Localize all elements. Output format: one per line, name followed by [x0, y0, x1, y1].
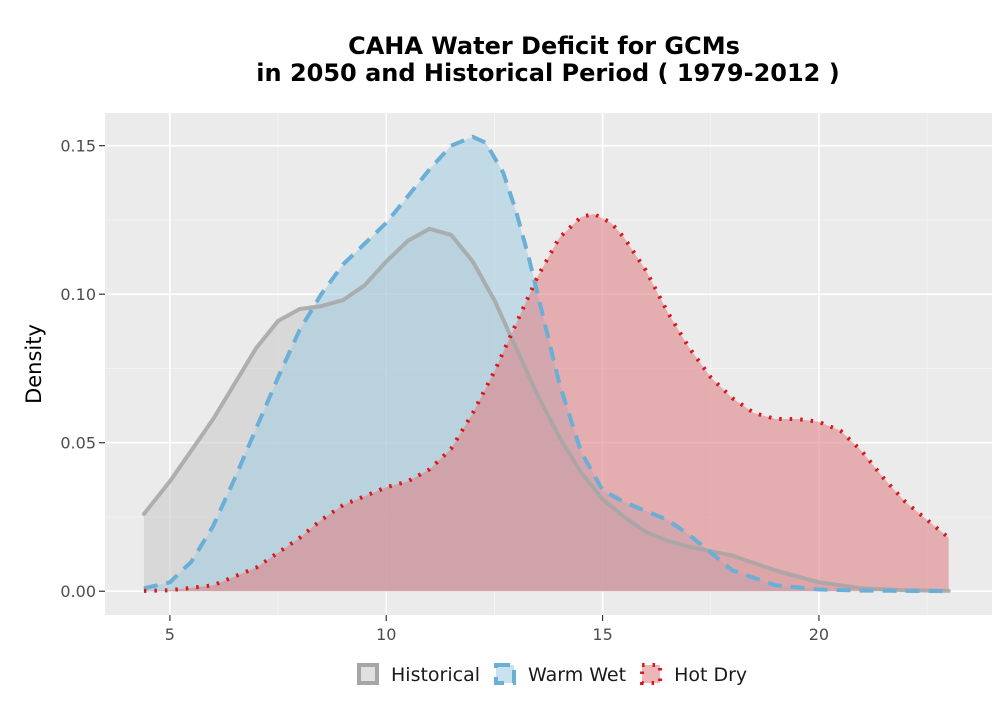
legend-item-warm-wet: Warm Wet	[494, 663, 626, 686]
area-hot-dry	[143, 214, 949, 592]
x-tick-label: 20	[809, 625, 829, 644]
legend-key-warm-wet	[494, 663, 516, 685]
legend-key-historical	[357, 663, 379, 685]
line-warm-wet	[143, 134, 949, 594]
line-hot-dry	[143, 212, 950, 593]
legend: Historical Warm Wet Hot Dry	[357, 663, 747, 686]
y-tick-label: 0.15	[60, 137, 96, 156]
line-historical	[141, 226, 951, 593]
x-tick-label: 10	[376, 625, 396, 644]
legend-label-historical: Historical	[391, 664, 480, 686]
legend-label-warm-wet: Warm Wet	[528, 664, 626, 686]
x-axis-ticks: 5 10 15 20	[165, 615, 829, 644]
y-tick-label: 0.00	[60, 582, 96, 601]
y-axis-ticks: 0.00 0.05 0.10 0.15	[60, 137, 105, 601]
chart-subtitle: in 2050 and Historical Period ( 1979-201…	[256, 59, 839, 87]
x-tick-label: 5	[165, 625, 175, 644]
legend-key-hot-dry	[640, 663, 663, 685]
legend-label-hot-dry: Hot Dry	[674, 664, 747, 686]
y-tick-label: 0.05	[60, 434, 96, 453]
density-lines	[141, 134, 951, 594]
legend-item-historical: Historical	[357, 663, 480, 686]
density-areas	[143, 136, 949, 592]
y-tick-label: 0.10	[60, 285, 96, 304]
x-tick-label: 15	[592, 625, 612, 644]
chart-title: CAHA Water Deficit for GCMs	[348, 32, 740, 60]
y-axis-title: Density	[22, 324, 46, 404]
legend-item-hot-dry: Hot Dry	[640, 663, 747, 686]
